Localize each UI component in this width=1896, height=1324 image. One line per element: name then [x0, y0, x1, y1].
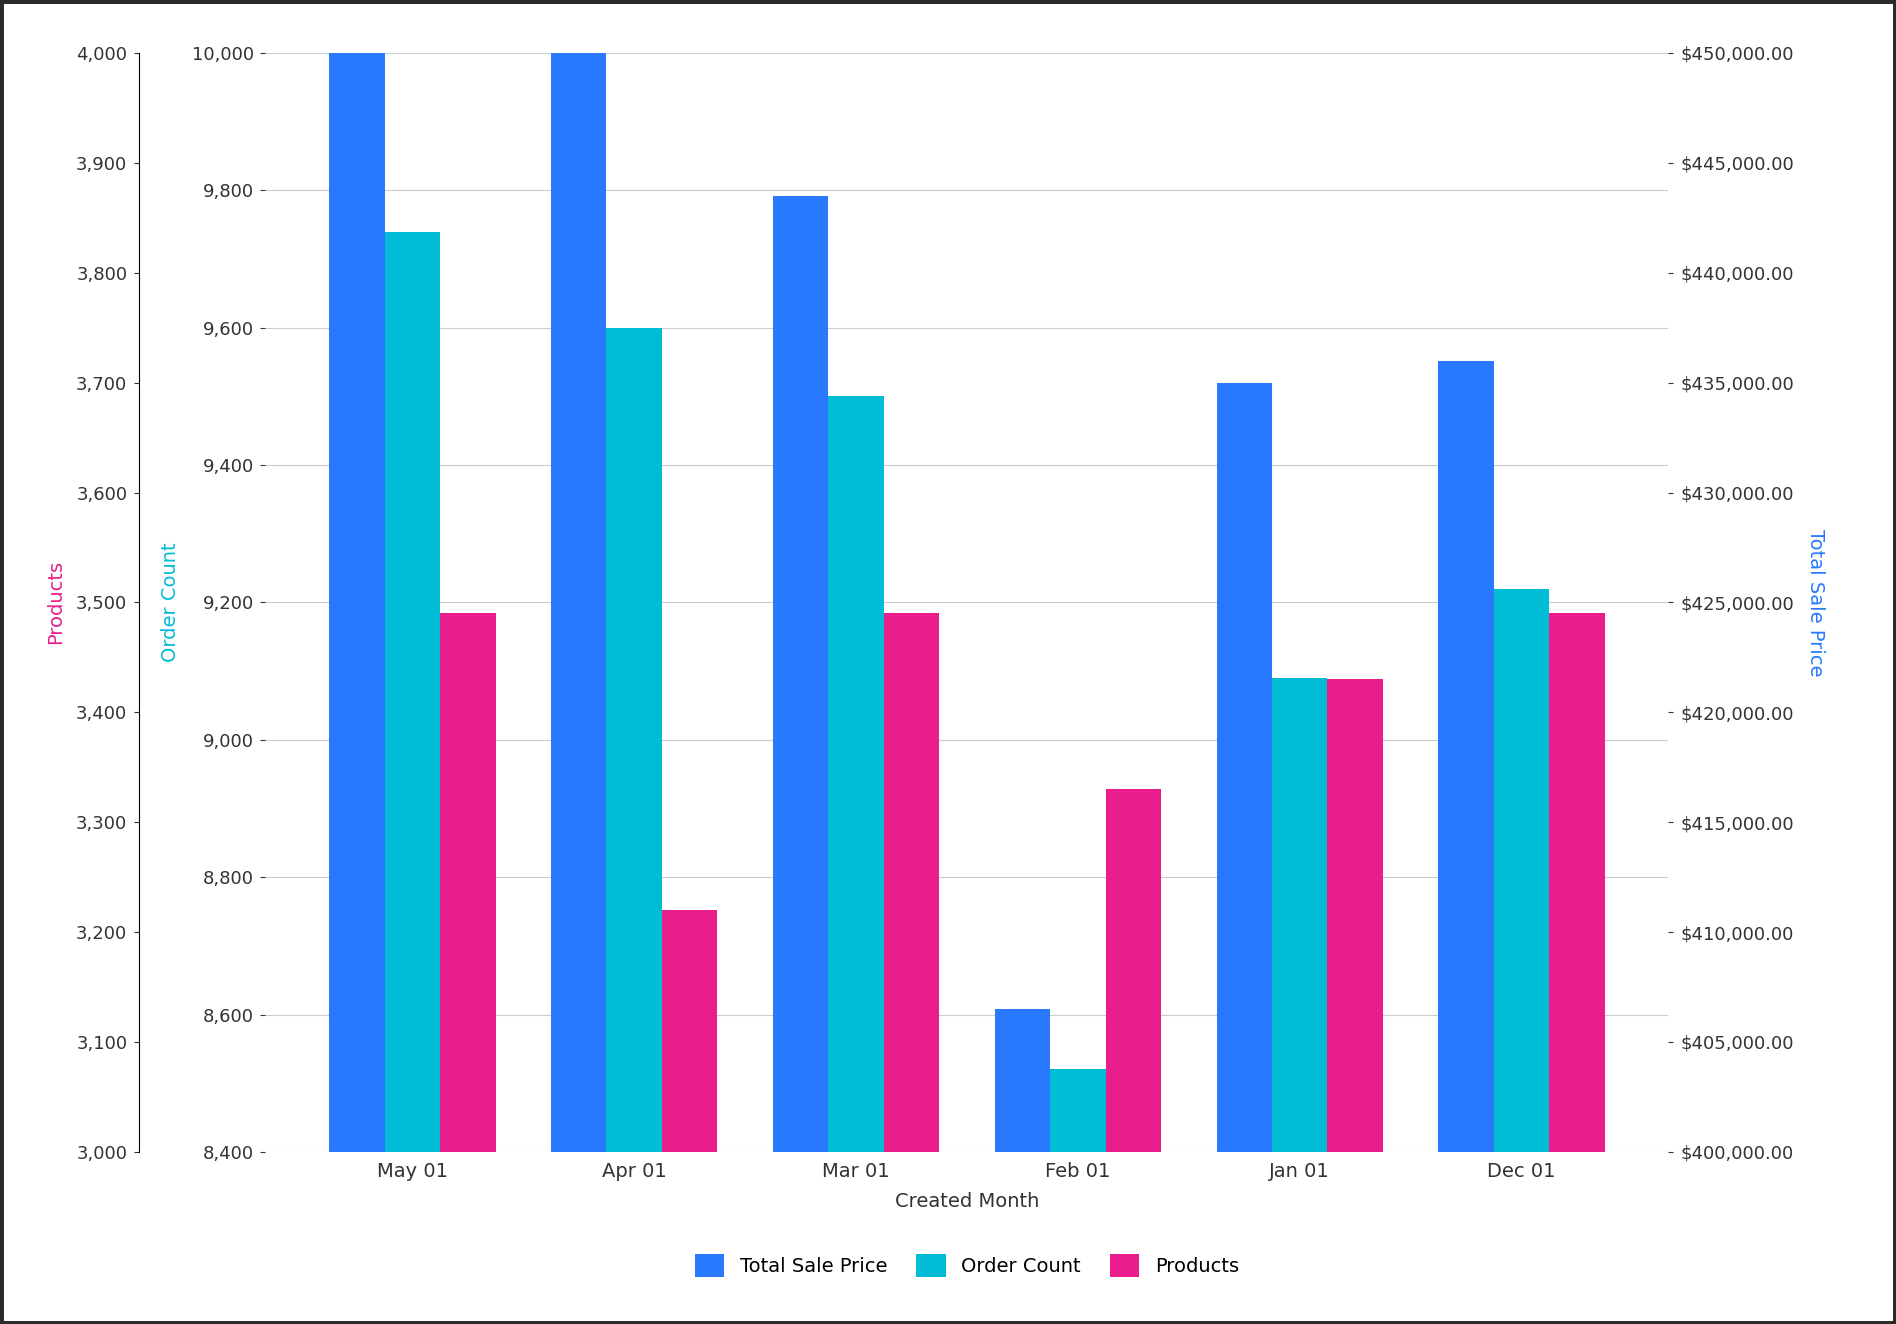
Bar [884, 613, 939, 1324]
Bar [1327, 679, 1382, 1324]
Bar [440, 613, 495, 1324]
Bar [607, 327, 662, 1324]
Bar [1105, 789, 1160, 1324]
Bar [1050, 1070, 1105, 1324]
Bar [995, 1009, 1050, 1324]
Bar [1549, 613, 1604, 1324]
Bar [1217, 383, 1272, 1324]
Y-axis label: Order Count: Order Count [161, 543, 180, 662]
Bar [1272, 678, 1327, 1324]
Bar [1439, 360, 1494, 1324]
Bar [829, 396, 884, 1324]
Bar [774, 196, 829, 1324]
Bar [1494, 589, 1549, 1324]
Y-axis label: Total Sale Price: Total Sale Price [1805, 528, 1824, 677]
Bar [552, 53, 607, 1324]
Bar [330, 53, 385, 1324]
Bar [662, 910, 717, 1324]
Legend: Total Sale Price, Order Count, Products: Total Sale Price, Order Count, Products [688, 1246, 1246, 1286]
X-axis label: Created Month: Created Month [895, 1192, 1039, 1210]
Bar [385, 232, 440, 1324]
Y-axis label: Products: Products [46, 560, 64, 645]
